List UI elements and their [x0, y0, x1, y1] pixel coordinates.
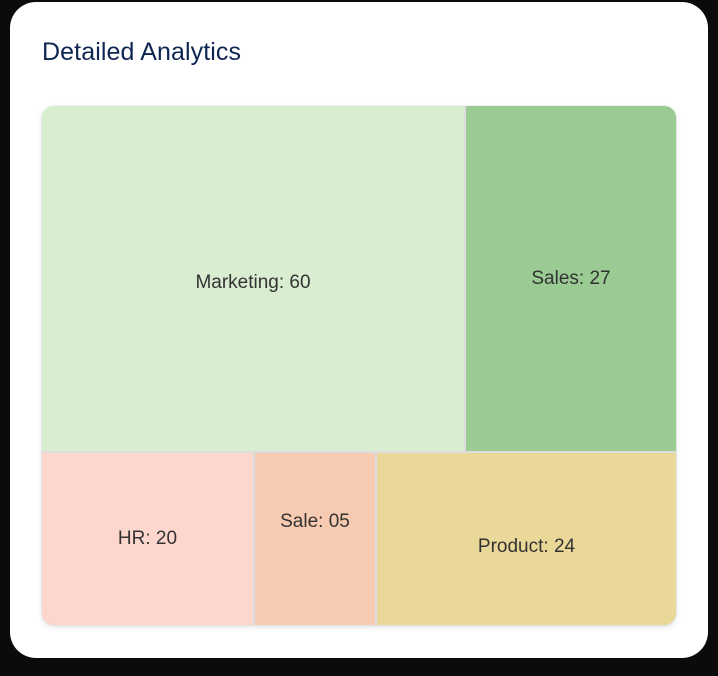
treemap-cell-product[interactable]: Product: 24 [377, 453, 676, 625]
treemap-cell-marketing[interactable]: Marketing: 60 [42, 106, 464, 451]
cell-label: Marketing: 60 [195, 271, 311, 293]
cell-label: Sale: 05 [280, 511, 350, 532]
analytics-card: Detailed Analytics Marketing: 60 Sales: … [10, 2, 708, 658]
treemap-cell-hr[interactable]: HR: 20 [42, 453, 253, 625]
treemap-chart: Marketing: 60 Sales: 27 HR: 20 Sale: 05 … [42, 106, 676, 625]
card-title: Detailed Analytics [42, 38, 242, 66]
treemap-cell-sales[interactable]: Sales: 27 [466, 106, 676, 451]
cell-label: Product: 24 [477, 536, 576, 557]
cell-label: Sales: 27 [531, 267, 611, 289]
cell-label: HR: 20 [117, 528, 178, 549]
treemap-cell-sale[interactable]: Sale: 05 [255, 453, 375, 625]
